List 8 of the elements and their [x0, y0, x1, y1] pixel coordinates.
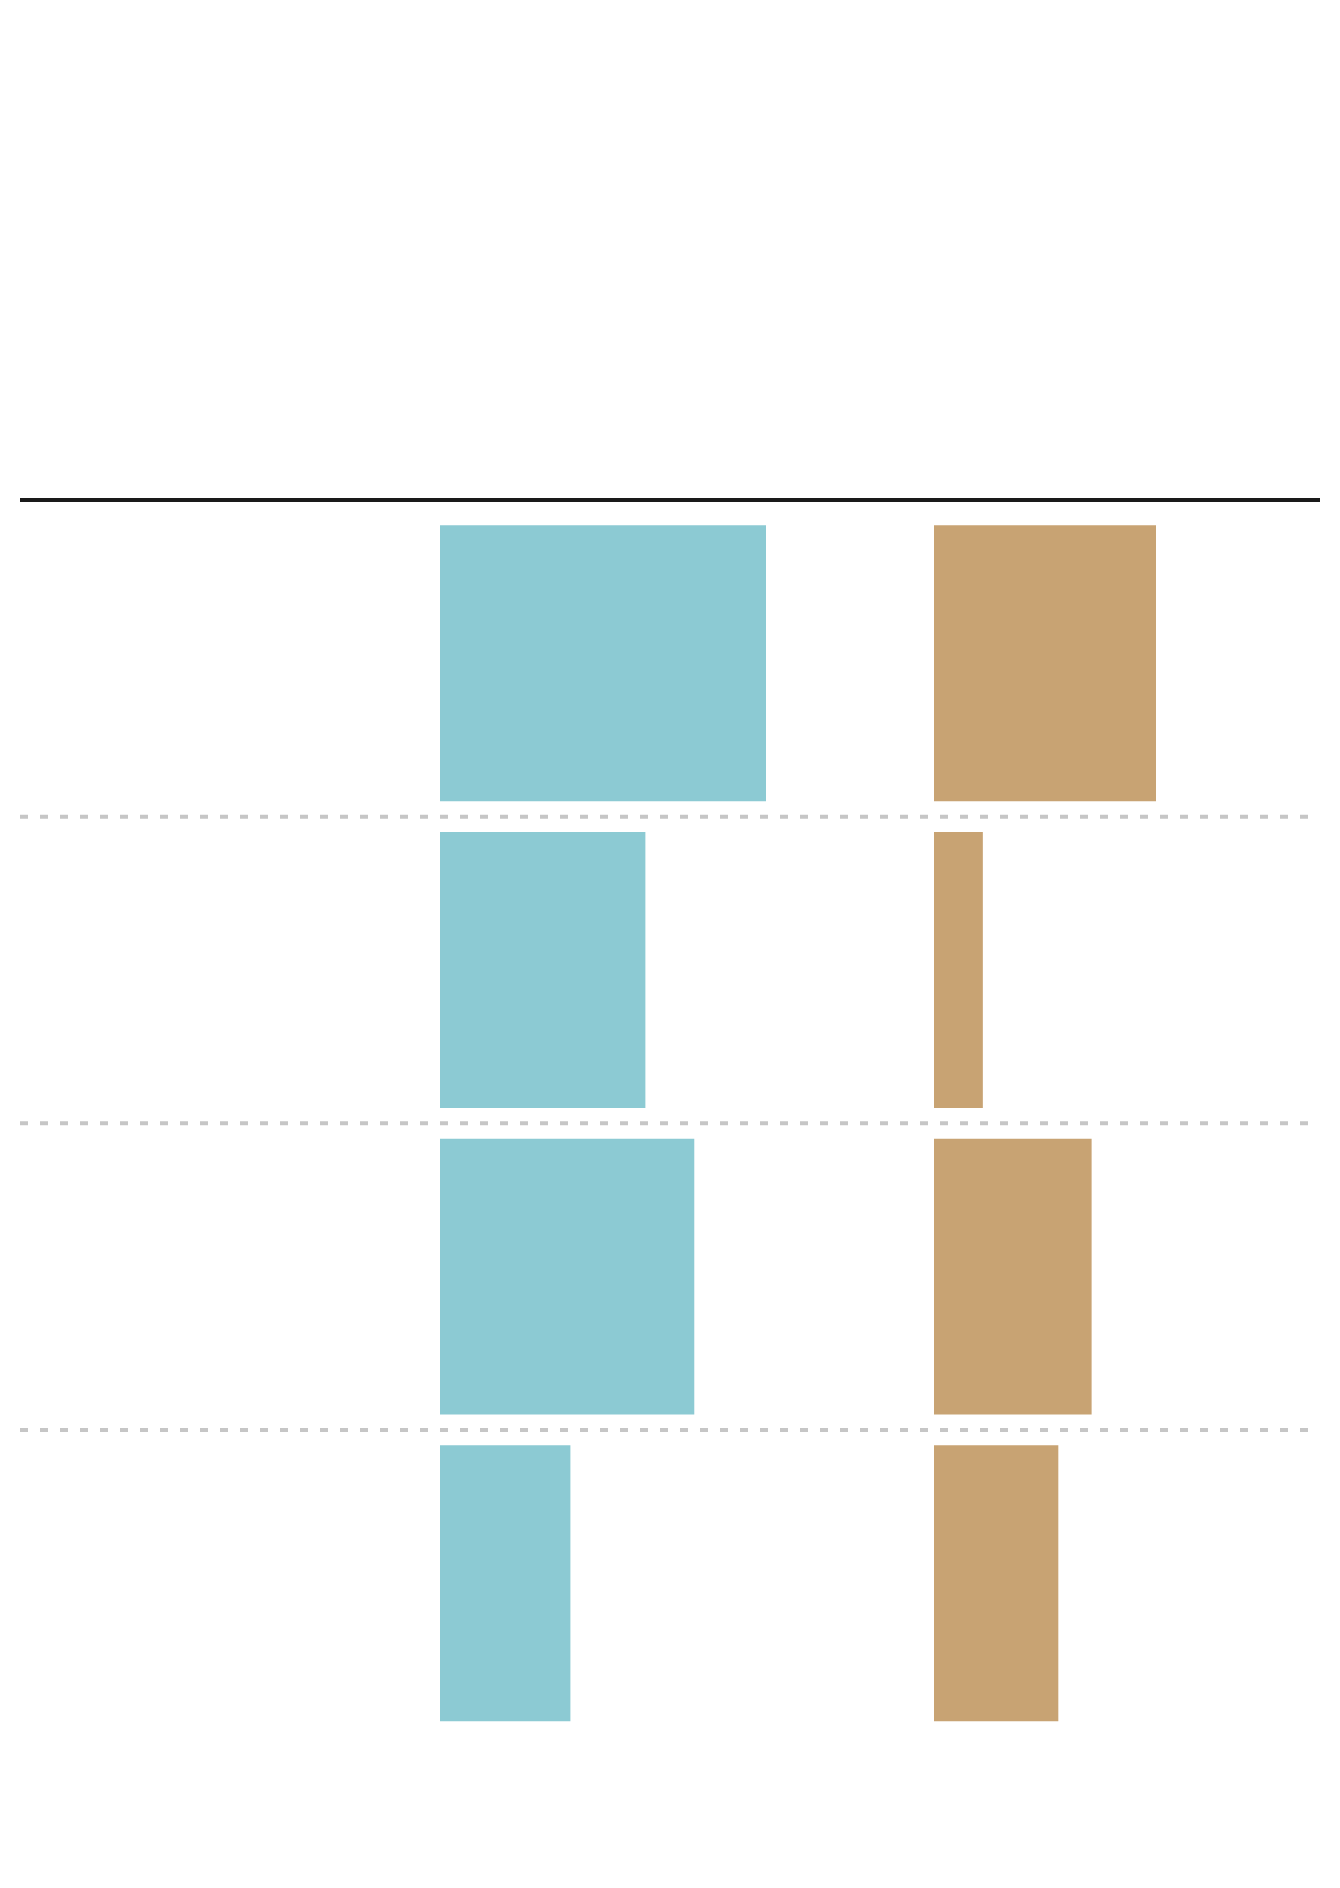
bar	[934, 1138, 1092, 1415]
bar	[934, 525, 1156, 802]
bar	[440, 1445, 571, 1722]
bar	[934, 831, 983, 1108]
bar	[440, 525, 766, 802]
bar	[934, 1445, 1059, 1722]
bar	[440, 1138, 695, 1415]
bar	[440, 831, 646, 1108]
